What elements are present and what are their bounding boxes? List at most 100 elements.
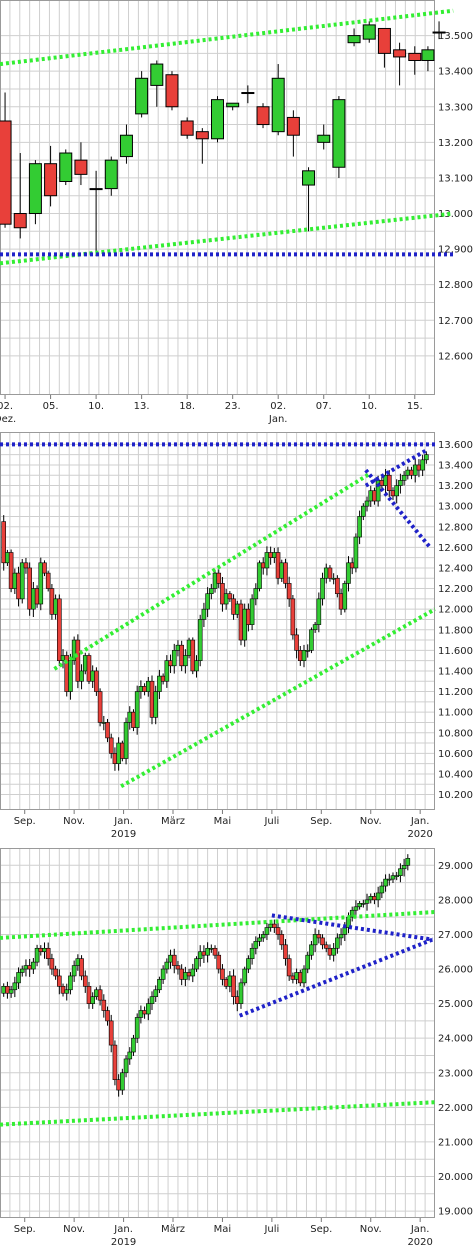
candle-up (5, 552, 10, 564)
candle-up (145, 680, 151, 692)
candle-up (316, 598, 322, 625)
x-tick-label: Jan. (410, 1224, 430, 1235)
candle-up (104, 159, 118, 190)
candle-up (394, 875, 399, 877)
candle-up (19, 562, 25, 600)
candle-down (179, 968, 184, 980)
y-tick-label: 12.700 (438, 316, 473, 327)
candle-up (145, 1003, 151, 1015)
candle-down (220, 968, 225, 980)
candle-down (212, 947, 218, 956)
candle-up (249, 947, 255, 959)
candle-up (205, 947, 210, 956)
candle-up (405, 858, 411, 866)
y-tick-label: 13.100 (438, 173, 473, 184)
x-tick-label: Mai (214, 1224, 232, 1235)
x-tick-label: Nov. (63, 1224, 85, 1235)
x-tick-label: Nov. (360, 816, 382, 827)
candle-up (342, 927, 348, 935)
x-tick-sublabel: 2019 (111, 1237, 136, 1248)
candle-down (286, 583, 292, 600)
x-tick-label: Nov. (63, 816, 85, 827)
y-tick-label: 20.000 (438, 1172, 473, 1183)
y-tick-label: 10.600 (438, 749, 473, 760)
candle-down (186, 972, 192, 977)
candle-up (79, 670, 84, 682)
y-tick-label: 22.000 (438, 1103, 473, 1114)
candle-up (264, 927, 270, 935)
candle-down (53, 968, 58, 977)
x-tick-label: Nov. (360, 1224, 382, 1235)
y-tick-label: 11.000 (438, 708, 473, 719)
candle-up (64, 989, 70, 994)
candle-up (157, 675, 162, 692)
candle-down (279, 934, 285, 946)
candle-up (331, 577, 336, 580)
candle-down (227, 593, 233, 600)
candle-up (257, 937, 262, 942)
candle-up (153, 989, 159, 997)
candle-up (253, 588, 259, 600)
y-tick-label: 12.800 (438, 280, 473, 291)
y-tick-label: 12.900 (438, 245, 473, 256)
candle-up (309, 629, 314, 651)
candle-down (179, 644, 184, 667)
candle-down (390, 490, 396, 497)
candle-down (0, 120, 12, 225)
candle-down (272, 923, 277, 928)
candle-down (220, 583, 225, 605)
candle-up (134, 691, 140, 728)
candle-up (94, 989, 99, 997)
candle-up (294, 972, 299, 980)
candle-up (386, 878, 392, 881)
trend-line-blue (364, 468, 432, 549)
candle-down (216, 954, 222, 970)
y-tick-label: 12.600 (438, 543, 473, 554)
candle-down (86, 986, 92, 1004)
candle-up (253, 941, 259, 949)
x-tick-label: 02. (270, 401, 286, 412)
candle-up (175, 644, 181, 651)
candle-up (138, 686, 144, 692)
candle-up (157, 979, 162, 991)
candle-up (398, 480, 403, 486)
candle-up (186, 639, 192, 656)
x-tick-label: 10. (88, 401, 104, 412)
candle-up (305, 650, 311, 652)
candle-up (168, 954, 173, 963)
y-tick-label: 10.800 (438, 728, 473, 739)
candle-down (60, 986, 66, 994)
candle-down (142, 686, 147, 692)
candle-up (347, 35, 361, 44)
y-tick-label: 11.200 (438, 687, 473, 698)
candle-down (116, 1079, 121, 1091)
candle-up (53, 598, 58, 615)
candle-up (317, 134, 331, 143)
candle-up (190, 968, 196, 977)
x-tick-label: Sep. (14, 1224, 36, 1235)
candle-up (194, 660, 199, 672)
candle-up (361, 903, 366, 905)
candle-down (112, 753, 118, 764)
candle-up (424, 454, 429, 461)
candle-down (101, 999, 107, 1011)
candle-up (42, 947, 47, 953)
candle-up (312, 624, 318, 631)
candle-down (75, 639, 81, 682)
y-tick-label: 27.000 (438, 930, 473, 941)
trend-line-blue (238, 937, 434, 1018)
candle-down (297, 650, 303, 661)
y-tick-label: 25.000 (438, 999, 473, 1010)
candle-down (316, 934, 322, 939)
candle-down (349, 562, 355, 569)
candle-up (8, 989, 14, 994)
candle-up (368, 490, 374, 502)
candle-up (127, 1051, 133, 1060)
candle-up (164, 660, 170, 682)
x-tick-label: Jan. (113, 816, 133, 827)
candle-down (131, 711, 136, 728)
candle-down (8, 552, 14, 589)
candle-up (12, 982, 18, 991)
candle-up (149, 996, 155, 1004)
candle-up (342, 583, 348, 610)
